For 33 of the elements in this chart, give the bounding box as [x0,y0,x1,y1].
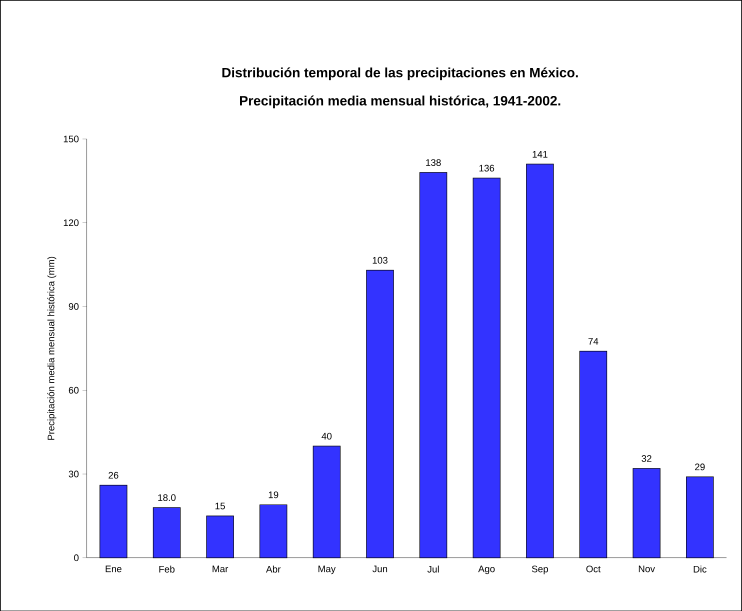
chart-subtitle: Precipitación media mensual histórica, 1941-2002. [240,95,560,108]
data-label: 136 [479,164,494,172]
y-tick-label: 60 [68,386,79,394]
x-tick-label: Sep [532,565,548,574]
data-label: 32 [642,454,652,462]
x-tick-label: Nov [638,565,655,572]
x-tick-label: Jun [372,565,388,572]
x-tick-label: Jul [427,565,439,572]
x-tick-label: Oct [586,565,601,572]
data-label: 15 [216,502,225,510]
x-tick-label: Dic [694,565,706,572]
data-label: 19 [268,491,278,498]
data-label: 74 [588,338,598,344]
y-tick-label: 120 [64,219,79,226]
x-tick-label: May [318,565,336,574]
data-label: 26 [108,472,118,478]
y-axis-title: Precipitación media mensual histórica (mm) [47,256,56,440]
x-tick-label: Ene [106,565,122,572]
data-label: 141 [532,150,548,158]
data-label: 29 [695,463,705,470]
x-tick-label: Feb [159,565,175,572]
chart-title: Distribución temporal de las precipitaciones en México. [222,67,578,80]
data-label: 18.0 [158,494,176,501]
y-tick-label: 90 [68,302,79,310]
x-tick-label: Ago [478,565,495,574]
x-tick-label: Mar [212,565,228,572]
y-tick-label: 0 [74,554,79,561]
y-tick-label: 30 [68,470,79,478]
data-label: 40 [322,432,332,440]
x-tick-label: Abr [266,565,281,572]
data-label: 103 [372,256,388,264]
y-tick-label: 150 [64,135,79,142]
data-label: 138 [426,159,441,166]
